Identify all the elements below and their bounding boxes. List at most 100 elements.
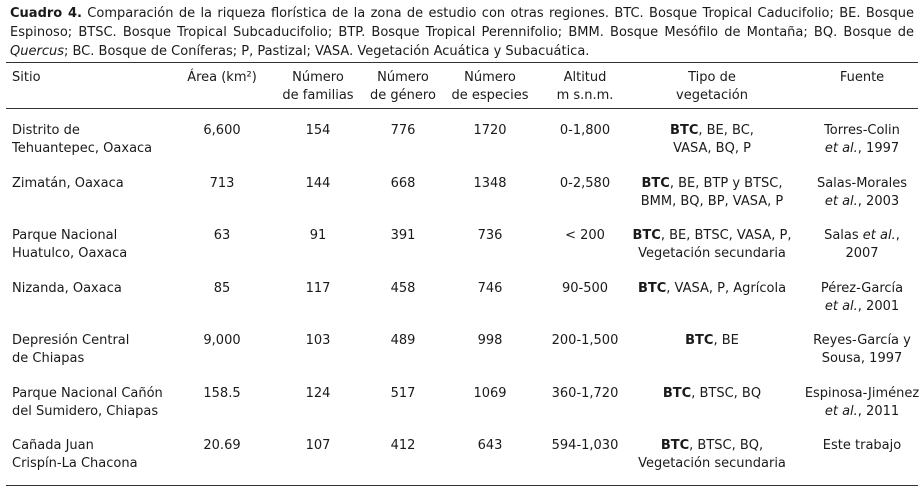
cell-text: 391 [390, 228, 416, 243]
caption-text: Cuadro 4. [10, 6, 82, 21]
cell-line: 85 [162, 280, 282, 298]
cell-line: BTC, BE, BTP y BTSC, [612, 175, 812, 193]
cell-line: Depresión Central [12, 332, 202, 350]
cell-line: 668 [358, 175, 448, 193]
cell-line: BTC, BE, BC, [612, 122, 812, 140]
cell-line: Vegetación secundaria [612, 455, 812, 473]
cell-line: Crispín-La Chacona [12, 455, 202, 473]
table-cell: 998 [445, 332, 535, 350]
cell-text: 746 [477, 280, 503, 296]
cell-line: Este trabajo [802, 437, 922, 455]
cell-text: BTC [660, 438, 690, 453]
cell-text: 107 [305, 438, 331, 453]
bottom-rule [6, 485, 918, 486]
cell-text: de familias [282, 88, 354, 103]
cell-line: 458 [358, 280, 448, 298]
table-cell: BTC, BTSC, BQ [612, 385, 812, 403]
cell-line: BTC, BTSC, BQ [612, 385, 812, 403]
cell-line: Parque Nacional [12, 227, 202, 245]
cell-text: 103 [305, 333, 331, 348]
cell-line: 746 [445, 280, 535, 298]
table-cell: 0-1,800 [535, 122, 635, 140]
table-cell: 124 [273, 385, 363, 403]
cell-text: 0-2,580 [559, 175, 611, 191]
cell-text: Este trabajo [822, 438, 902, 453]
header-cell: Altitud m s.n.m. [535, 69, 635, 105]
cell-line: 489 [358, 332, 448, 350]
table-cell: 1348 [445, 175, 535, 193]
cell-text: 643 [477, 438, 503, 453]
cell-text: de especies [451, 88, 529, 103]
table-cell: 412 [358, 437, 448, 455]
cell-line: Salas-Morales [802, 175, 922, 193]
cell-line: Reyes-García y [802, 332, 922, 350]
cell-text: Cañada Juan [12, 438, 94, 453]
cell-text: Reyes-García y [813, 333, 911, 348]
table-cell: 643 [445, 437, 535, 455]
table-cell: 117 [273, 280, 363, 298]
cell-text: et al. [824, 141, 858, 156]
cell-line: et al., 2001 [802, 298, 922, 316]
cell-line: 90-500 [535, 280, 635, 298]
cell-text: 776 [390, 123, 416, 138]
cell-text: Torres-Colin [824, 123, 900, 138]
cell-text: 90-500 [561, 280, 609, 296]
cell-line: et al., 1997 [802, 140, 922, 158]
cell-text: et al. [862, 228, 896, 243]
cell-line: 736 [445, 227, 535, 245]
cell-line: 360-1,720 [535, 385, 635, 403]
cell-line: Sitio [12, 69, 202, 87]
cell-text: 0-1,800 [559, 123, 611, 138]
cell-line: Huatulco, Oaxaca [12, 245, 202, 263]
table-cell: 594-1,030 [535, 437, 635, 455]
table-cell: Nizanda, Oaxaca [12, 280, 202, 298]
cell-line: 713 [162, 175, 282, 193]
cell-text: 9,000 [203, 333, 241, 348]
cell-text: 1720 [473, 123, 507, 138]
cell-text: Tipo de [688, 70, 736, 85]
cell-line: 776 [358, 122, 448, 140]
cell-line: Vegetación secundaria [612, 245, 812, 263]
cell-line: 63 [162, 227, 282, 245]
header-cell: Tipo de vegetación [612, 69, 812, 105]
cell-line: Pérez-García [802, 280, 922, 298]
cell-text: 736 [477, 228, 503, 243]
table-cell: 713 [162, 175, 282, 193]
cell-text: 2007 [845, 246, 879, 261]
cell-line: Área (km²) [162, 69, 282, 87]
cell-line: 20.69 [162, 437, 282, 455]
cell-text: , 2001 [857, 298, 900, 314]
cell-line: 998 [445, 332, 535, 350]
cell-text: 1069 [473, 385, 507, 401]
cell-line: de especies [445, 87, 535, 105]
cell-line: BMM, BQ, BP, VASA, P [612, 193, 812, 211]
cell-text: BTC [670, 123, 699, 138]
cell-line: 1348 [445, 175, 535, 193]
header-cell: Número de género [358, 69, 448, 105]
cell-text: , BE [713, 333, 739, 348]
cell-text: del Sumidero, Chiapas [12, 403, 159, 419]
cell-line: vegetación [612, 87, 812, 105]
table-cell: Salas-Morales et al., 2003 [802, 175, 922, 211]
cell-line: 144 [273, 175, 363, 193]
cell-text: Pérez-García [820, 280, 904, 296]
cell-text: 489 [390, 333, 416, 348]
cell-text: et al. [824, 298, 858, 314]
cell-line: del Sumidero, Chiapas [12, 403, 202, 421]
table-cell: 489 [358, 332, 448, 350]
cell-text: 998 [477, 333, 503, 348]
header-cell: Fuente [802, 69, 922, 87]
cell-text: Huatulco, Oaxaca [12, 246, 128, 261]
table-cell: BTC, BE, BTSC, VASA, P, Vegetación secund… [612, 227, 812, 263]
table-cell: Pérez-García et al., 2001 [802, 280, 922, 316]
cell-text: , 2011 [857, 403, 900, 419]
table-cell: 200-1,500 [535, 332, 635, 350]
cell-text: et al. [824, 403, 858, 419]
header-cell: Número de familias [273, 69, 363, 105]
cell-text: Fuente [839, 70, 885, 85]
cell-line: 0-1,800 [535, 122, 635, 140]
cell-text: , 2003 [857, 193, 900, 209]
cell-text: BMM, BQ, BP, VASA, P [640, 193, 784, 209]
cell-text: Parque Nacional [12, 228, 118, 243]
table-cell: BTC, VASA, P, Agrícola [612, 280, 812, 298]
